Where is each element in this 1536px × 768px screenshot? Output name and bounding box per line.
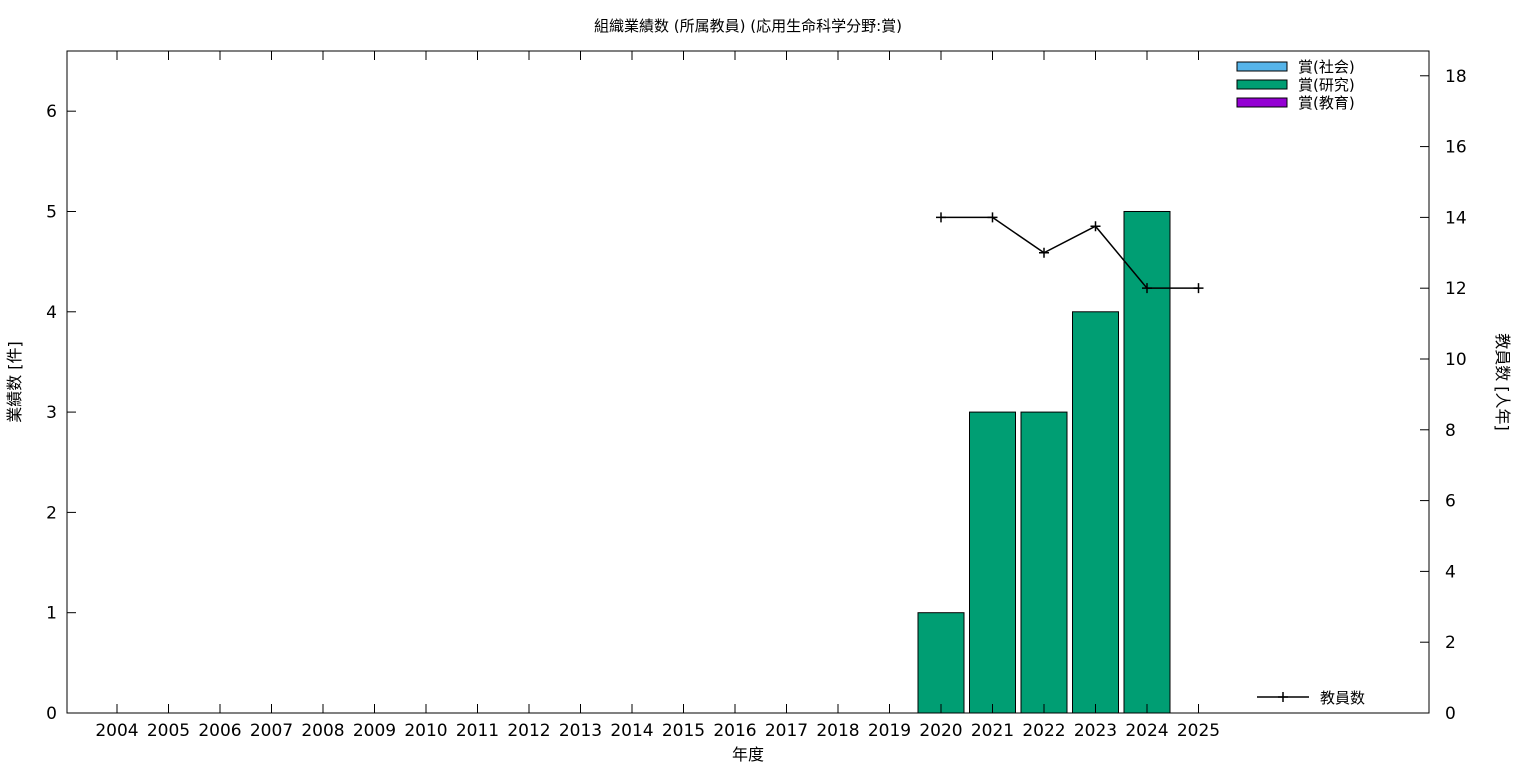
y-axis-ticks: 0 1 2 3 4 5 6 [46, 102, 76, 724]
legend-swatch [1236, 61, 1288, 72]
x-tick-label: 2007 [250, 721, 293, 741]
legend-label: 賞(教育) [1298, 94, 1355, 112]
line-point-2023 [1090, 221, 1101, 232]
line-point-2021 [987, 212, 998, 223]
y2-axis-ticks: 0 2 4 6 8 10 12 14 16 18 [1420, 67, 1467, 724]
y2-tick-label: 16 [1445, 138, 1467, 158]
y-tick-label: 1 [46, 604, 57, 624]
line-point-2025 [1193, 283, 1204, 294]
line-layer [936, 212, 1204, 294]
teacher-count-line [941, 216, 1199, 289]
x-tick-label: 2014 [610, 721, 653, 741]
legend-line-marker [1278, 692, 1288, 702]
y2-tick-label: 12 [1445, 279, 1467, 299]
y2-tick-label: 18 [1445, 67, 1467, 87]
x-tick-label: 2008 [301, 721, 344, 741]
y2-tick-label: 2 [1445, 633, 1456, 653]
legend-swatch [1236, 79, 1288, 90]
legend-label: 賞(社会) [1298, 58, 1355, 76]
y2-tick-label: 6 [1445, 492, 1456, 512]
x-tick-label: 2005 [147, 721, 190, 741]
x-tick-label: 2018 [816, 721, 859, 741]
line-point-2022 [1039, 247, 1049, 258]
plot-area-frame [66, 50, 1430, 714]
bar-2024 [1123, 210, 1171, 714]
legend-label: 賞(研究) [1298, 76, 1355, 94]
bar-2020 [917, 612, 965, 714]
y-tick-label: 2 [46, 503, 57, 523]
x-tick-label: 2020 [919, 721, 962, 741]
y-tick-label: 4 [46, 303, 57, 323]
chart-title: 組織業績数 (所属教員) (応用生命科学分野:賞) [594, 17, 902, 35]
x-tick-label: 2025 [1177, 721, 1220, 741]
y-tick-label: 0 [46, 704, 57, 724]
x-tick-label: 2022 [1022, 721, 1065, 741]
x-tick-label: 2011 [456, 721, 499, 741]
x-tick-label: 2009 [353, 721, 396, 741]
legend: 賞(社会)賞(研究)賞(教育) [1236, 58, 1355, 112]
y-tick-label: 5 [46, 202, 57, 222]
y-tick-label: 6 [46, 102, 57, 122]
line-legend: 教員数 [1257, 689, 1365, 707]
bar-2022 [1020, 411, 1068, 714]
line-point-2020 [936, 212, 946, 223]
legend-swatch [1236, 97, 1288, 108]
x-tick-label: 2024 [1125, 721, 1168, 741]
y2-axis-label: 教員数 [人年] [1493, 333, 1512, 431]
x-axis-label: 年度 [732, 745, 764, 764]
x-tick-label: 2010 [404, 721, 447, 741]
x-tick-label: 2019 [868, 721, 911, 741]
y2-tick-label: 0 [1445, 704, 1456, 724]
x-tick-label: 2017 [765, 721, 808, 741]
x-tick-label: 2016 [713, 721, 756, 741]
x-tick-label: 2015 [662, 721, 705, 741]
bar-layer [917, 210, 1171, 714]
y-axis-label: 業績数 [件] [5, 341, 24, 423]
x-tick-label: 2013 [559, 721, 602, 741]
x-tick-label: 2006 [198, 721, 241, 741]
bar-2023 [1072, 311, 1119, 714]
x-tick-label: 2004 [95, 721, 138, 741]
y2-tick-label: 4 [1445, 562, 1456, 582]
legend-line-label: 教員数 [1320, 689, 1365, 707]
y2-tick-label: 10 [1445, 350, 1467, 370]
bar-2021 [969, 411, 1016, 714]
y-tick-label: 3 [46, 403, 57, 423]
x-tick-label: 2012 [507, 721, 550, 741]
x-tick-label: 2023 [1074, 721, 1117, 741]
y2-tick-label: 14 [1445, 208, 1467, 228]
x-tick-label: 2021 [971, 721, 1014, 741]
x-axis-ticks: 2004 2005 2006 2007 2008 2009 2010 2011 2012 2013… [95, 51, 1220, 741]
y2-tick-label: 8 [1445, 421, 1456, 441]
line-point-2024 [1142, 283, 1152, 294]
